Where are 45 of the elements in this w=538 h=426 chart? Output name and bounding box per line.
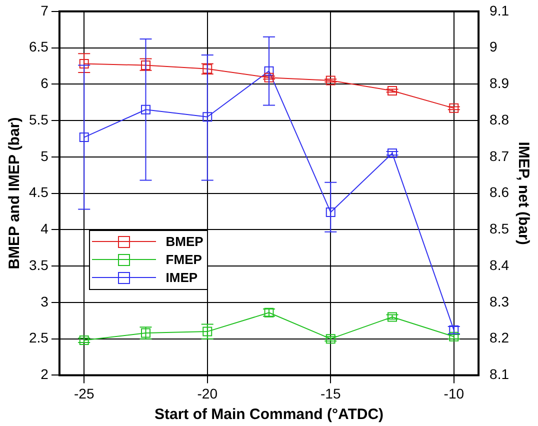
y2-axis-title: IMEP, net (bar) bbox=[514, 142, 532, 245]
point bbox=[326, 334, 336, 344]
point bbox=[326, 76, 336, 86]
y-tick-label: 6 bbox=[40, 75, 49, 92]
y2-tick-label: 8.9 bbox=[490, 75, 510, 92]
y2-tick-label: 8.8 bbox=[490, 111, 510, 128]
point bbox=[388, 148, 397, 158]
y-tick-label: 2 bbox=[40, 366, 49, 382]
y-tick-label: 6.5 bbox=[28, 38, 49, 55]
y2-tick-label: 8.7 bbox=[490, 148, 510, 164]
legend-label: FMEP bbox=[166, 252, 202, 268]
y-tick-label: 3.5 bbox=[28, 256, 49, 273]
point bbox=[388, 86, 397, 96]
legend-label: IMEP bbox=[166, 270, 198, 286]
point bbox=[202, 112, 212, 122]
y-tick-label: 3 bbox=[40, 293, 49, 310]
point bbox=[141, 104, 150, 114]
y2-tick-label: 9 bbox=[490, 38, 498, 55]
point bbox=[326, 207, 336, 217]
point bbox=[79, 59, 89, 69]
y-axis-title: BMEP and IMEP (bar) bbox=[6, 117, 24, 270]
y-tick-label: 5 bbox=[40, 148, 49, 164]
legend-label: BMEP bbox=[166, 234, 204, 250]
y2-tick-label: 8.6 bbox=[490, 184, 510, 200]
x-tick-label: -10 bbox=[444, 385, 464, 402]
y-tick-label: 4.5 bbox=[28, 184, 49, 200]
point bbox=[264, 72, 274, 82]
x-tick-label: -25 bbox=[74, 385, 94, 402]
x-tick-label: -20 bbox=[197, 385, 218, 402]
y-tick-label: 4 bbox=[40, 220, 49, 237]
y-tick-label: 7 bbox=[40, 2, 49, 18]
point bbox=[79, 132, 89, 142]
y2-tick-label: 8.3 bbox=[490, 293, 510, 310]
point bbox=[141, 60, 150, 70]
point bbox=[388, 312, 397, 322]
point bbox=[264, 66, 274, 76]
y2-tick-label: 9.1 bbox=[490, 2, 510, 18]
x-tick-label: -15 bbox=[320, 385, 341, 402]
y2-tick-label: 8.4 bbox=[490, 256, 510, 273]
y2-tick-label: 8.2 bbox=[490, 330, 510, 346]
y2-tick-label: 8.1 bbox=[490, 366, 510, 382]
y2-tick-label: 8.5 bbox=[490, 220, 510, 237]
x-axis-title: Start of Main Command (°ATDC) bbox=[154, 406, 384, 424]
y-tick-label: 5.5 bbox=[28, 111, 49, 128]
y-tick-label: 2.5 bbox=[28, 330, 49, 346]
